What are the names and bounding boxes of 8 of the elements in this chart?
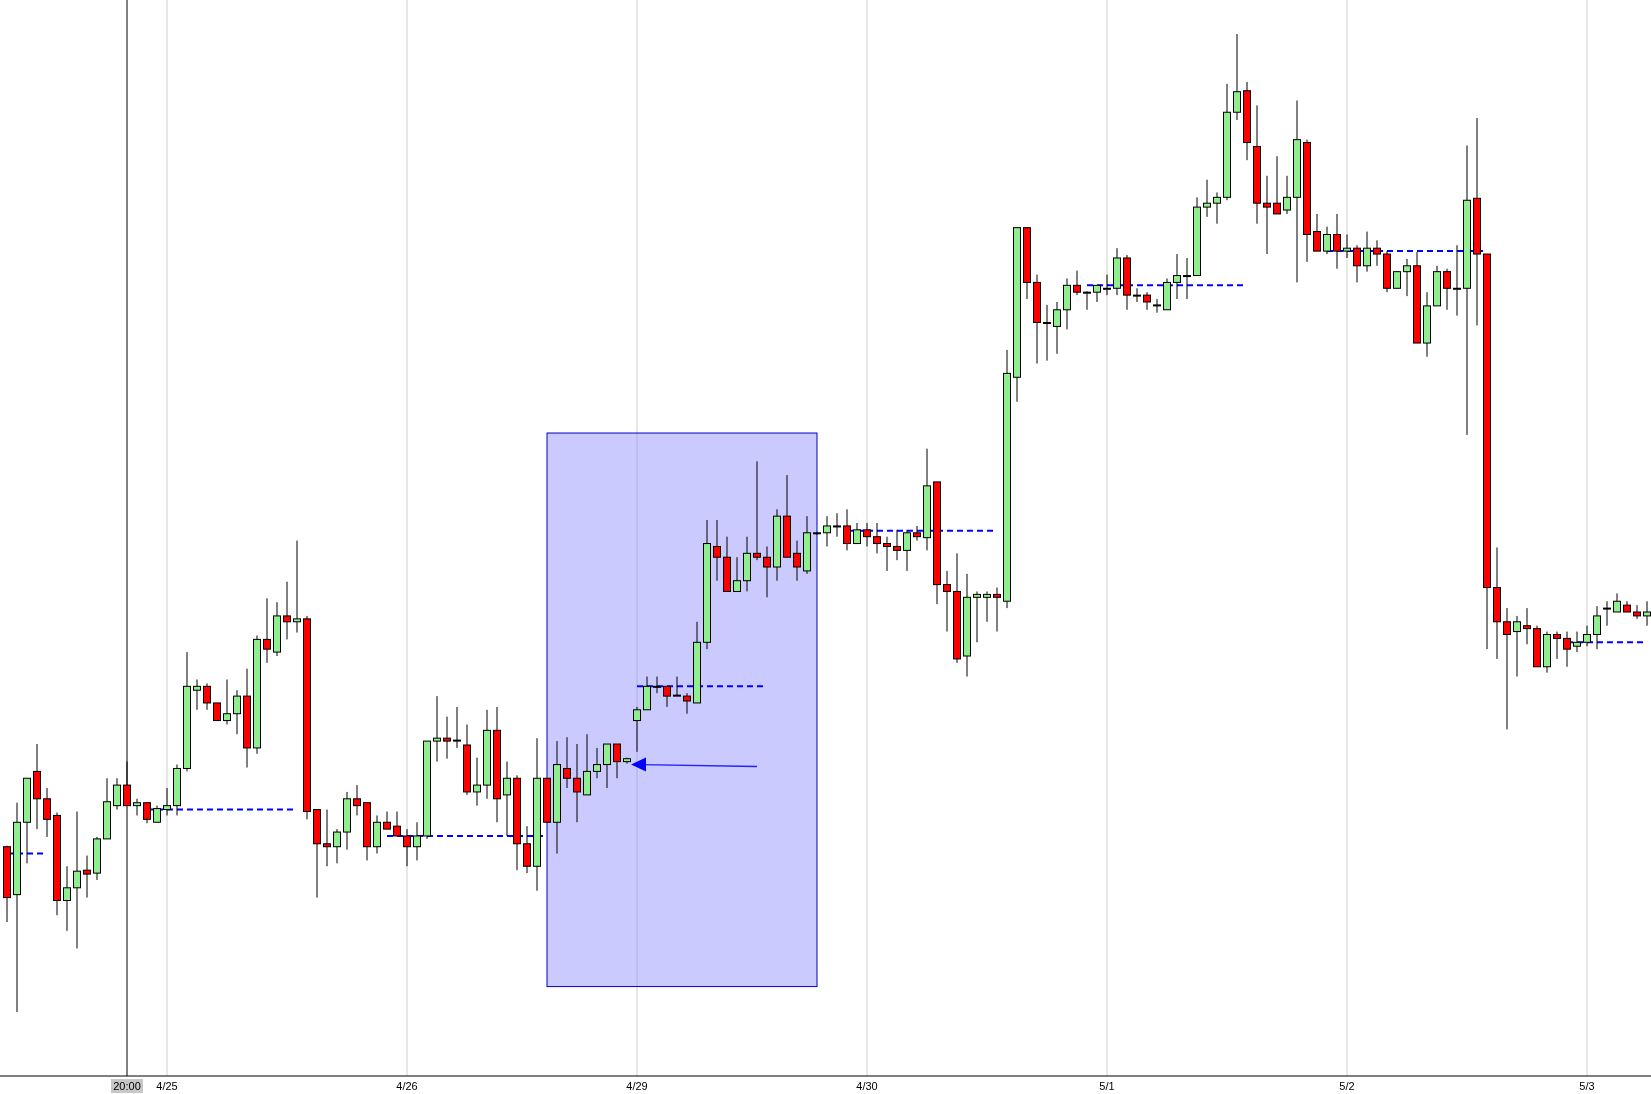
x-tick-label: 4/30	[856, 1079, 878, 1092]
x-tick-label: 5/2	[1339, 1079, 1355, 1092]
x-tick-label: 4/29	[626, 1079, 648, 1092]
x-tick-label: 5/1	[1099, 1079, 1115, 1092]
x-tick-label: 4/25	[156, 1079, 178, 1092]
x-tick-label: 20:00	[113, 1079, 141, 1092]
x-tick-label: 5/3	[1579, 1079, 1595, 1092]
x-tick-label: 4/26	[396, 1079, 418, 1092]
